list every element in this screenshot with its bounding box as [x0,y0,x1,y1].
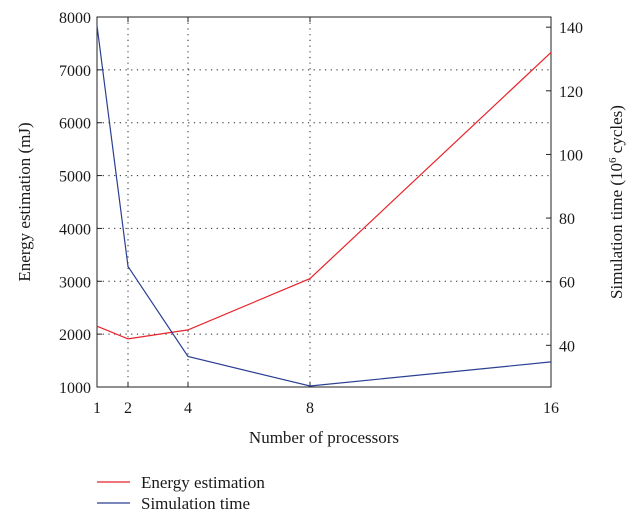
y-left-tick-label-6000: 6000 [59,116,91,133]
y-left-tick-label-7000: 7000 [59,63,91,80]
x-axis-title: Number of processors [249,428,399,447]
y-right-tick-label-60: 60 [559,275,575,292]
legend-label-simulation-time: Simulation time [141,494,250,513]
y-right-tick-label-140: 140 [559,20,583,37]
series-lines [96,25,552,387]
y-axis-right-title-prefix: Simulation time (10 [607,163,626,299]
series-line-simulation-time [96,25,552,387]
y-left-tick-label-1000: 1000 [59,380,91,397]
y-axis-left-title: Energy estimation (mJ) [15,122,34,281]
y-axis-right-title-sup: 6 [607,157,619,163]
y-axis-right-title: Simulation time (106 cycles) [607,105,626,299]
legend: Energy estimation Simulation time [97,473,265,513]
y-left-tick-label-5000: 5000 [59,169,91,186]
grid [97,17,551,387]
x-tick-label-1: 1 [93,400,101,417]
y-left-tick-label-8000: 8000 [59,10,91,27]
legend-label-energy-estimation: Energy estimation [141,473,265,492]
x-tick-label-4: 4 [184,400,192,417]
plot-frame [96,16,552,388]
y-right-tick-label-80: 80 [559,211,575,228]
y-axis-right-title-suffix: cycles) [607,105,626,157]
y-left-tick-label-3000: 3000 [59,274,91,291]
x-tick-label-2: 2 [124,400,132,417]
tick-labels: 1 2 4 8 16 1000 2000 3000 4000 5000 6000 7000 8000 40… [59,10,583,417]
x-tick-label-8: 8 [306,400,314,417]
y-right-tick-label-120: 120 [559,84,583,101]
y-right-tick-label-40: 40 [559,338,575,355]
y-right-tick-label-100: 100 [559,147,583,164]
x-tick-label-16: 16 [543,400,559,417]
y-left-tick-label-4000: 4000 [59,221,91,238]
axis-ticks [96,16,552,388]
series-line-energy-estimation [96,51,552,340]
y-left-tick-label-2000: 2000 [59,327,91,344]
